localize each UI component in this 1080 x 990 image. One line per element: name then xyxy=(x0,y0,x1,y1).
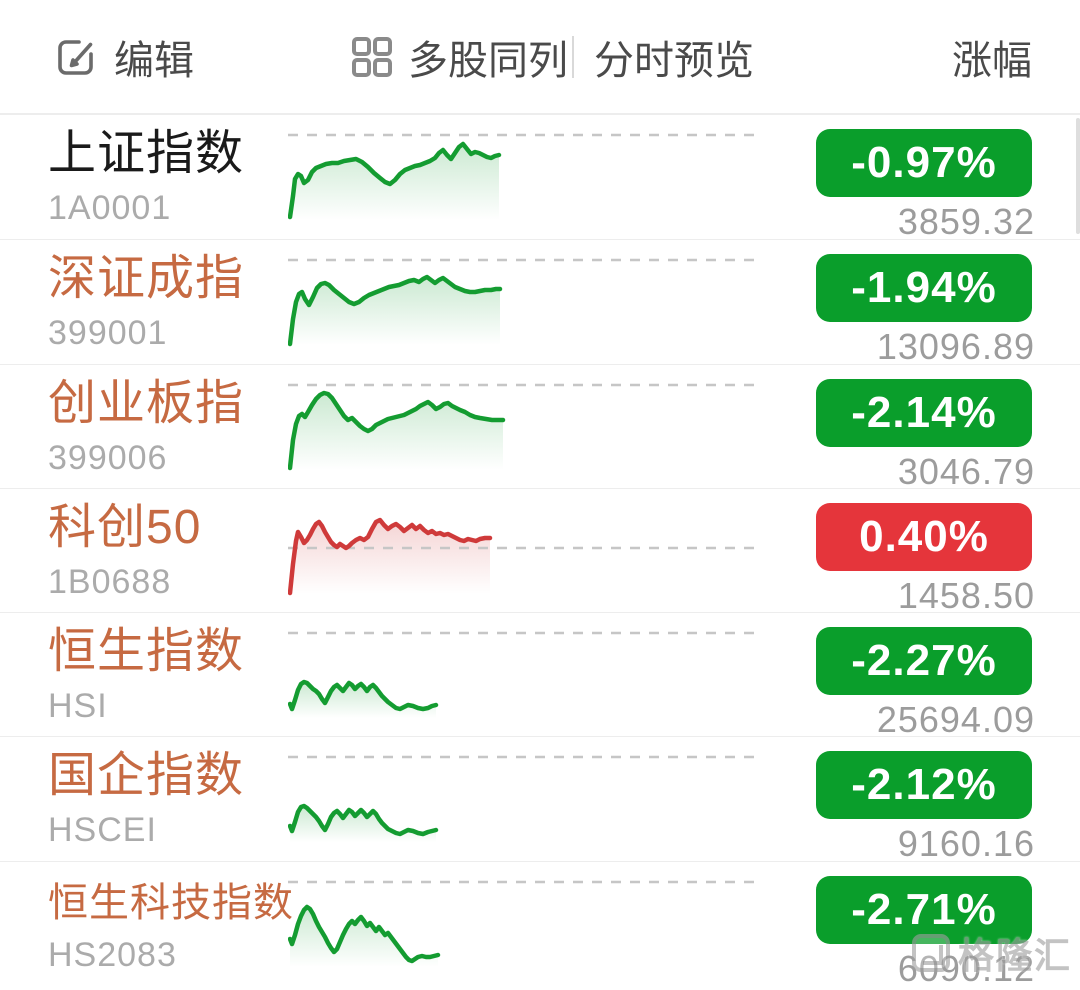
index-name: 恒生指数 xyxy=(48,625,245,679)
index-value: 3859.32 xyxy=(897,201,1035,242)
grid-icon xyxy=(352,36,392,77)
mini-chart xyxy=(288,756,758,843)
index-row-star50[interactable]: 科创50 1B0688 0.40% 1458.50 xyxy=(0,487,1080,616)
index-value: 25694.09 xyxy=(876,699,1035,741)
mini-chart xyxy=(288,517,758,596)
edit-button[interactable]: 编辑 xyxy=(54,0,194,113)
index-value: 9160.16 xyxy=(897,823,1035,865)
change-badge[interactable]: -2.14% xyxy=(816,378,1032,447)
mini-chart xyxy=(288,383,758,470)
toolbar-divider xyxy=(572,36,574,78)
mini-chart xyxy=(288,631,758,719)
multi-stock-label: 多股同列 xyxy=(408,38,568,83)
change-column-header[interactable]: 涨幅 xyxy=(952,0,1032,113)
toolbar: 编辑 多股同列 分时预览 涨幅 xyxy=(0,0,1080,115)
mini-chart xyxy=(288,880,758,967)
index-row-hsi[interactable]: 恒生指数 HSI -2.27% 25694.09 xyxy=(0,612,1080,740)
index-value: 6090.12 xyxy=(897,947,1035,989)
change-badge[interactable]: -2.27% xyxy=(816,627,1032,696)
index-code: 1A0001 xyxy=(48,189,172,227)
mini-chart xyxy=(288,259,758,347)
index-code: 1B0688 xyxy=(48,562,172,601)
index-value: 3046.79 xyxy=(897,450,1035,492)
scrollbar-thumb[interactable] xyxy=(1076,118,1080,234)
change-badge[interactable]: 0.40% xyxy=(816,502,1032,571)
mini-chart xyxy=(288,133,758,220)
index-value: 1458.50 xyxy=(897,574,1035,616)
index-name: 国企指数 xyxy=(48,749,245,803)
index-name: 上证指数 xyxy=(48,127,245,180)
index-row-hscei[interactable]: 国企指数 HSCEI -2.12% 9160.16 xyxy=(0,736,1080,864)
index-name: 创业板指 xyxy=(48,376,245,430)
intraday-preview-label: 分时预览 xyxy=(594,38,754,83)
index-code: HSI xyxy=(48,687,108,726)
index-row-hstech[interactable]: 恒生科技指数 HS2083 -2.71% 6090.12 xyxy=(0,860,1080,989)
index-code: 399006 xyxy=(48,438,168,477)
edit-label: 编辑 xyxy=(114,38,194,83)
edit-pencil-icon xyxy=(58,39,93,75)
index-code: HSCEI xyxy=(48,811,157,850)
index-code: 399001 xyxy=(48,314,168,353)
change-badge[interactable]: -1.94% xyxy=(816,254,1032,323)
index-row-shanghai[interactable]: 上证指数 1A0001 -0.97% 3859.32 xyxy=(0,115,1080,242)
index-name: 深证成指 xyxy=(48,252,245,306)
change-badge[interactable]: -2.12% xyxy=(816,751,1032,820)
index-row-shenzhen[interactable]: 深证成指 399001 -1.94% 13096.89 xyxy=(0,239,1080,367)
change-column-label: 涨幅 xyxy=(952,38,1032,83)
index-name: 恒生科技指数 xyxy=(48,880,294,925)
index-row-chinext[interactable]: 创业板指 399006 -2.14% 3046.79 xyxy=(0,363,1080,492)
index-value: 13096.89 xyxy=(876,326,1035,368)
index-code: HS2083 xyxy=(48,935,177,974)
multi-stock-button[interactable]: 多股同列 xyxy=(350,0,568,113)
intraday-preview-button[interactable]: 分时预览 xyxy=(594,0,754,113)
index-name: 科创50 xyxy=(48,500,202,554)
index-list: 上证指数 1A0001 -0.97% 3859.32 深证成指 399001 -… xyxy=(0,115,1080,989)
change-badge[interactable]: -0.97% xyxy=(816,129,1032,197)
change-badge[interactable]: -2.71% xyxy=(816,875,1032,944)
